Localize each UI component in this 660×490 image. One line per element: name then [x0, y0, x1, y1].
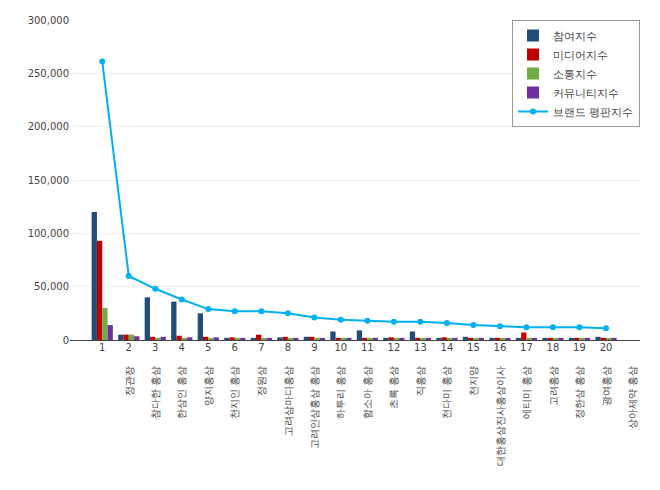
svg-text:초록 홍삼: 초록 홍삼 [388, 366, 399, 409]
svg-text:커뮤니티지수: 커뮤니티지수 [553, 87, 619, 100]
svg-text:16: 16 [494, 342, 507, 353]
svg-text:9: 9 [311, 342, 317, 353]
svg-text:100,000: 100,000 [28, 228, 69, 239]
svg-text:정관장: 정관장 [124, 366, 135, 396]
svg-text:50,000: 50,000 [34, 281, 69, 292]
svg-text:11: 11 [361, 342, 374, 353]
svg-text:미디어지수: 미디어지수 [553, 49, 608, 62]
svg-text:대한홍삼진사홍삼이사: 대한홍삼진사홍삼이사 [495, 366, 506, 466]
svg-text:300,000: 300,000 [28, 15, 69, 26]
svg-text:5: 5 [205, 342, 211, 353]
svg-text:양지홍삼: 양지홍삼 [203, 366, 214, 406]
svg-text:1: 1 [99, 342, 105, 353]
svg-text:브랜드 평판지수: 브랜드 평판지수 [553, 106, 634, 119]
svg-text:광여홍삼: 광여홍삼 [601, 366, 612, 406]
svg-text:13: 13 [414, 342, 427, 353]
svg-text:한삼인 홍삼: 한삼인 홍삼 [176, 366, 187, 419]
svg-text:17: 17 [520, 342, 533, 353]
svg-text:소통지수: 소통지수 [553, 68, 597, 81]
svg-text:6: 6 [232, 342, 238, 353]
svg-text:고려인삼홍삼 홍삼: 고려인삼홍삼 홍삼 [309, 366, 320, 449]
svg-text:함소아 홍삼: 함소아 홍삼 [362, 366, 373, 419]
svg-text:천지양: 천지양 [468, 366, 479, 396]
svg-text:18: 18 [547, 342, 560, 353]
svg-text:4: 4 [179, 342, 185, 353]
svg-text:10: 10 [334, 342, 347, 353]
svg-text:8: 8 [285, 342, 291, 353]
svg-text:고려삼마디홍삼: 고려삼마디홍삼 [283, 366, 294, 436]
svg-text:참여지수: 참여지수 [553, 30, 597, 43]
svg-text:직홍삼: 직홍삼 [415, 366, 426, 396]
svg-text:12: 12 [388, 342, 401, 353]
svg-text:20: 20 [600, 342, 613, 353]
svg-text:천지인 홍삼: 천지인 홍삼 [229, 366, 240, 419]
svg-text:14: 14 [441, 342, 454, 353]
svg-text:참다한 홍삼: 참다한 홍삼 [150, 366, 161, 419]
svg-text:하투리 홍삼: 하투리 홍삼 [335, 366, 346, 419]
svg-text:2: 2 [126, 342, 132, 353]
svg-text:0: 0 [63, 335, 69, 346]
svg-text:천다미 홍삼: 천다미 홍삼 [441, 366, 452, 419]
svg-text:19: 19 [573, 342, 586, 353]
svg-text:3: 3 [152, 342, 158, 353]
svg-text:250,000: 250,000 [28, 68, 69, 79]
svg-text:150,000: 150,000 [28, 175, 69, 186]
svg-text:정원삼: 정원삼 [256, 366, 267, 396]
svg-text:고려홍삼: 고려홍삼 [548, 366, 559, 406]
svg-text:15: 15 [467, 342, 480, 353]
svg-text:에티미 홍삼: 에티미 홍삼 [521, 366, 532, 419]
svg-text:정한삼 홍삼: 정한삼 홍삼 [574, 366, 585, 419]
svg-text:상아제약 홍삼: 상아제약 홍삼 [627, 366, 638, 429]
svg-text:200,000: 200,000 [28, 121, 69, 132]
svg-text:7: 7 [258, 342, 264, 353]
